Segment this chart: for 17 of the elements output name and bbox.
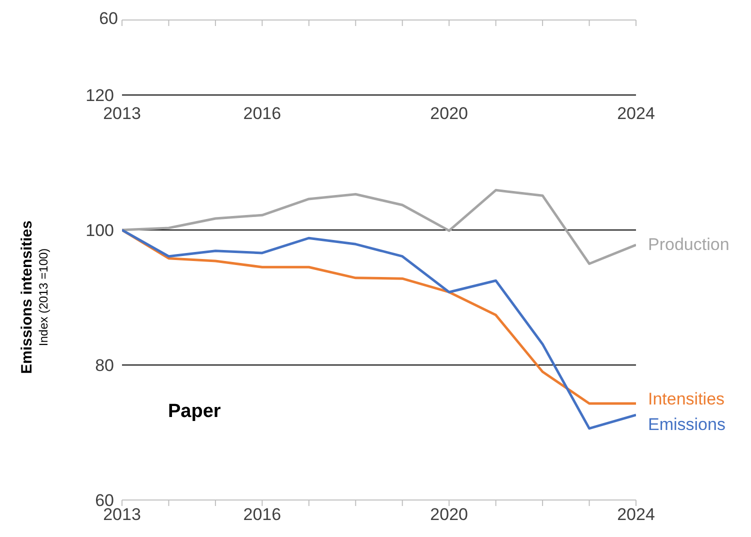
x2-tick-label: 2016 bbox=[243, 104, 282, 123]
x2-tick-label: 2013 bbox=[103, 104, 141, 123]
x-tick-label: 2013 bbox=[103, 505, 141, 524]
x2-tick-label: 2024 bbox=[617, 104, 655, 123]
x-tick-label: 2020 bbox=[430, 505, 468, 524]
series-label: Intensities bbox=[648, 389, 725, 408]
x-tick-label: 2016 bbox=[243, 505, 282, 524]
text: Paper bbox=[168, 401, 221, 423]
series-label: Emissions bbox=[648, 414, 726, 434]
y-tick-label: 100 bbox=[86, 221, 114, 240]
y-axis-title: Emissions intensities Index (2013 =100) bbox=[18, 220, 52, 374]
x-tick-label: 2024 bbox=[617, 505, 655, 524]
y-tick-label: 120 bbox=[86, 86, 114, 106]
x2-tick-label: 2020 bbox=[430, 104, 468, 123]
line-series bbox=[122, 188, 636, 265]
series-label: Production bbox=[648, 234, 730, 254]
y-tick-label: 80 bbox=[95, 356, 114, 376]
